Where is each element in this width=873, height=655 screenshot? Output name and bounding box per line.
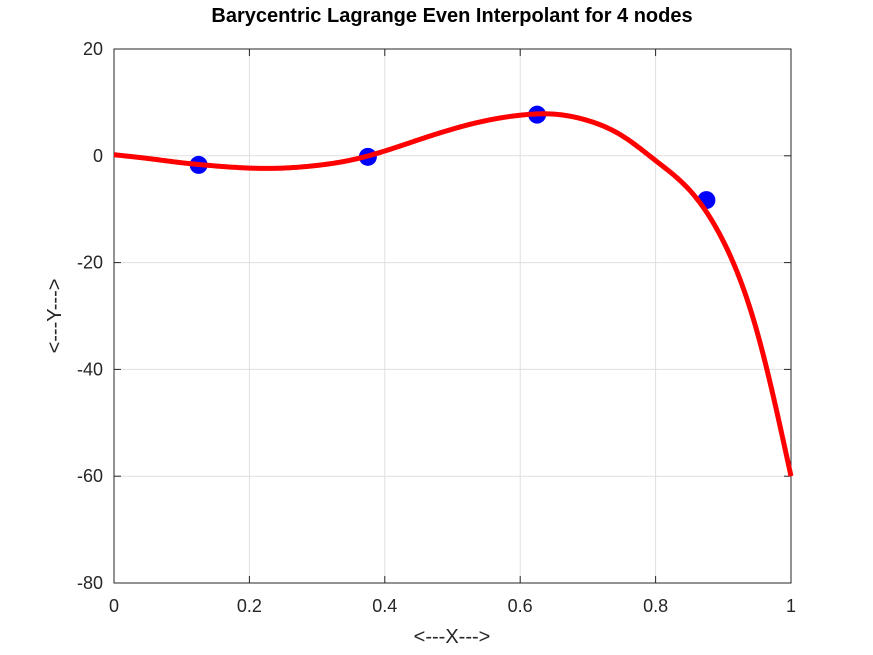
x-tick-label: 0.4 [372,596,397,616]
series-layer [113,105,794,477]
axis-ticks: 0 0.2 0.4 0.6 0.8 1 -80 -60 -40 -20 0 20 [77,39,796,616]
y-tick-label: -20 [77,253,103,273]
x-tick-label: 0.6 [508,596,533,616]
x-tick-label: 0.2 [237,596,262,616]
x-tick-label: 0 [109,596,119,616]
y-tick-label: -60 [77,466,103,486]
x-tick-label: 1 [786,596,796,616]
y-tick-label: 20 [83,39,103,59]
x-axis-label: <---X---> [414,626,491,648]
chart-title: Barycentric Lagrange Even Interpolant fo… [211,5,692,27]
y-tick-label: -80 [77,573,103,593]
x-tick-label: 0.8 [643,596,668,616]
interpolant-line [113,111,794,477]
axes-box [113,48,792,584]
y-axis-label: <---Y---> [44,279,66,354]
y-tick-label: 0 [93,146,103,166]
y-tick-label: -40 [77,359,103,379]
